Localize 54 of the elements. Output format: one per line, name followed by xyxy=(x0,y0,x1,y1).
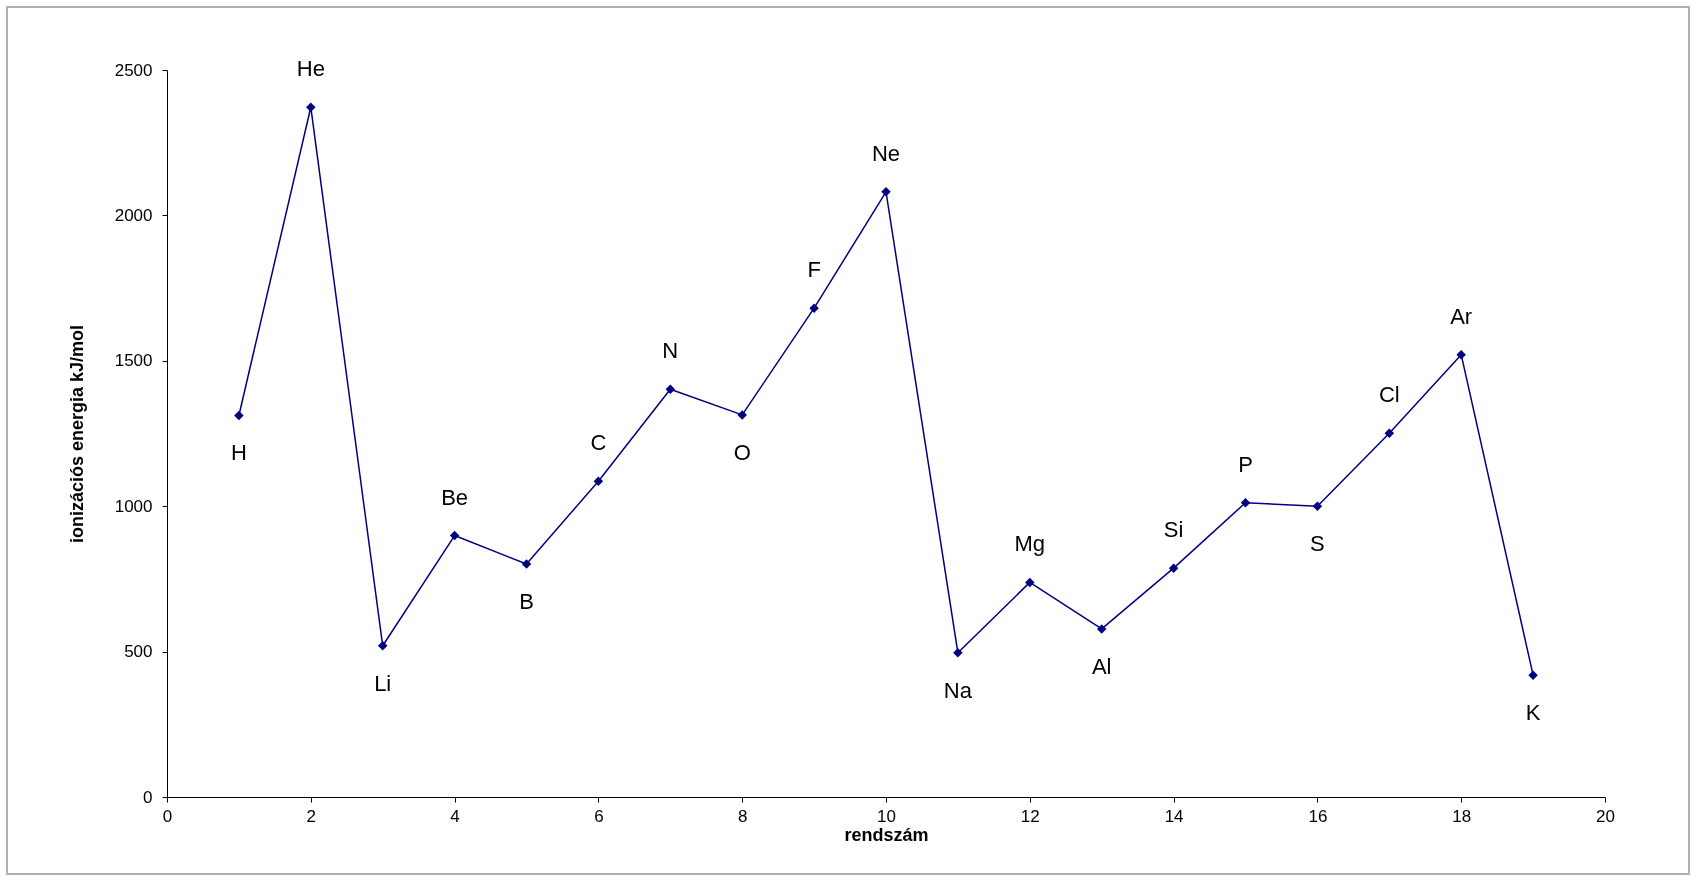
point xyxy=(306,102,316,112)
point xyxy=(1096,624,1107,634)
point xyxy=(1384,428,1395,438)
annotation: F xyxy=(807,257,821,283)
point xyxy=(521,559,532,569)
point xyxy=(1240,497,1251,508)
annotation: Li xyxy=(374,670,392,696)
annotation: O xyxy=(733,439,751,465)
y-tick-label: 0 xyxy=(143,787,153,807)
annotation: K xyxy=(1525,700,1541,726)
x-tick-label: 4 xyxy=(450,806,460,826)
x-tick-label: 0 xyxy=(162,806,173,826)
annotation: H xyxy=(230,440,247,466)
x-tick-label: 10 xyxy=(877,806,896,826)
point xyxy=(737,410,747,420)
x-tick-label: 12 xyxy=(1020,806,1040,826)
point xyxy=(665,384,676,395)
x-tick-label: 8 xyxy=(737,806,748,826)
x-tick-label: 16 xyxy=(1308,806,1328,826)
annotation: S xyxy=(1310,531,1325,557)
annotation: Ar xyxy=(1450,303,1473,329)
annotation: Na xyxy=(943,677,973,703)
annotation: Si xyxy=(1163,517,1184,543)
x-tick-label: 6 xyxy=(594,806,604,826)
point xyxy=(953,648,963,658)
x-axis-title: rendszám xyxy=(844,824,929,845)
annotation: He xyxy=(296,56,325,82)
y-tick-label: 2500 xyxy=(114,60,153,80)
x-tick-label: 20 xyxy=(1596,806,1615,826)
annotation: Al xyxy=(1091,653,1112,679)
y-tick-label: 500 xyxy=(124,642,153,662)
x-tick-label: 18 xyxy=(1452,806,1472,826)
point xyxy=(377,641,388,651)
annotation: Mg xyxy=(1014,531,1046,557)
point xyxy=(1456,349,1466,360)
x-tick-label: 2 xyxy=(306,806,317,826)
y-tick-label: 1500 xyxy=(114,351,153,371)
point xyxy=(1168,563,1179,573)
annotation: B xyxy=(519,589,534,615)
annotation: N xyxy=(662,338,679,364)
y-axis-title: ionizációs energia kJ/mol xyxy=(66,324,87,544)
annotation: C xyxy=(590,430,607,456)
y-tick-label: 2000 xyxy=(114,205,153,225)
point xyxy=(1025,577,1035,588)
point xyxy=(449,530,460,541)
point xyxy=(1312,501,1323,511)
x-tick-label: 14 xyxy=(1164,806,1184,826)
annotation: Be xyxy=(441,484,469,510)
point xyxy=(593,476,604,486)
point xyxy=(234,410,244,421)
annotation: Ne xyxy=(871,140,901,166)
y-tick-label: 1000 xyxy=(114,496,153,516)
annotation: P xyxy=(1238,451,1253,477)
annotation: Cl xyxy=(1378,382,1400,408)
